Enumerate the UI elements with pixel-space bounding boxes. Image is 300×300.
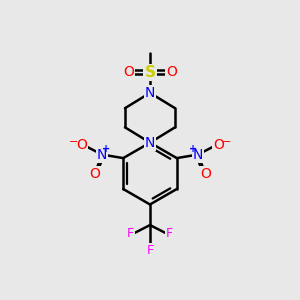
Text: O: O — [89, 167, 100, 181]
Text: −: − — [69, 136, 78, 147]
Text: +: + — [102, 144, 110, 154]
Text: O: O — [76, 138, 87, 152]
Text: +: + — [190, 144, 198, 154]
Text: N: N — [97, 148, 107, 162]
Text: N: N — [145, 136, 155, 150]
Text: F: F — [166, 227, 173, 240]
Text: O: O — [200, 167, 211, 181]
Text: −: − — [222, 136, 231, 147]
Text: F: F — [127, 227, 134, 240]
Text: F: F — [146, 244, 154, 257]
Text: O: O — [213, 138, 224, 152]
Text: S: S — [145, 65, 155, 80]
Text: O: O — [123, 65, 134, 79]
Text: N: N — [145, 86, 155, 100]
Text: O: O — [166, 65, 177, 79]
Text: N: N — [193, 148, 203, 162]
